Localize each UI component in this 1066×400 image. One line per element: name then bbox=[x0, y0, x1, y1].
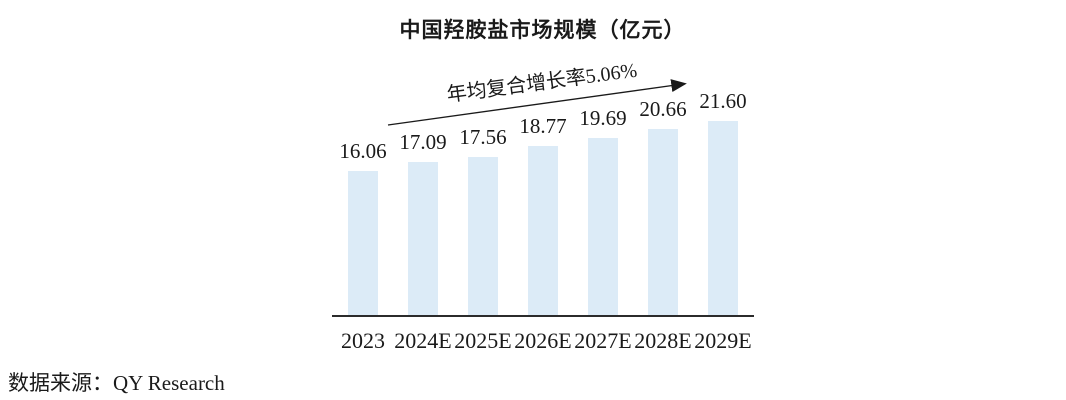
bar-value-label: 20.66 bbox=[639, 97, 687, 121]
bar bbox=[708, 121, 738, 315]
bar-column: 17.56 2025E bbox=[453, 95, 513, 353]
x-axis-label: 2026E bbox=[514, 328, 572, 353]
bar bbox=[408, 162, 438, 315]
bar-value-label: 19.69 bbox=[579, 106, 627, 130]
bar-value-label: 18.77 bbox=[519, 114, 567, 138]
x-axis-label: 2023 bbox=[341, 328, 385, 353]
bar-column: 20.66 2028E bbox=[633, 95, 693, 353]
bar-column: 18.77 2026E bbox=[513, 95, 573, 353]
x-axis-label: 2028E bbox=[634, 328, 692, 353]
cagr-trend-arrow-icon bbox=[387, 79, 687, 126]
bar-value-label: 17.56 bbox=[459, 125, 507, 149]
bar bbox=[648, 129, 678, 315]
bar bbox=[468, 157, 498, 315]
bar-value-label: 16.06 bbox=[339, 139, 387, 163]
x-axis-label: 2024E bbox=[394, 328, 452, 353]
chart-title: 中国羟胺盐市场规模（亿元） bbox=[399, 18, 686, 42]
bar bbox=[348, 171, 378, 315]
x-axis-label: 2025E bbox=[454, 328, 512, 353]
data-source-note: 数据来源：QY Research bbox=[8, 371, 225, 395]
bar-column: 17.09 2024E bbox=[393, 95, 453, 353]
x-axis-label: 2027E bbox=[574, 328, 632, 353]
bar bbox=[528, 146, 558, 315]
bar-column: 16.06 2023 bbox=[333, 95, 393, 353]
bar-column: 21.60 2029E bbox=[693, 89, 753, 353]
bar bbox=[588, 138, 618, 315]
plot-area: 16.06 2023 17.09 2024E 17.56 2025E 18.77 2026E 1… bbox=[332, 89, 754, 353]
bar-column: 19.69 2027E bbox=[573, 95, 633, 353]
bar-value-label: 17.09 bbox=[399, 130, 447, 154]
x-axis-label: 2029E bbox=[694, 328, 752, 353]
bar-value-label: 21.60 bbox=[699, 89, 747, 113]
